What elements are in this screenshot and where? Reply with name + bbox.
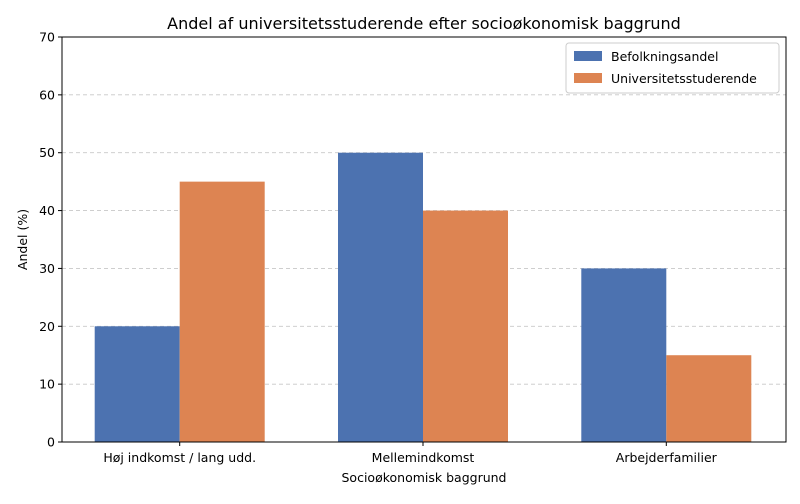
plot-frame [61,36,787,443]
x-tick-label: Høj indkomst / lang udd. [103,450,256,465]
x-tick-label: Arbejderfamilier [616,450,718,465]
y-tick-label: 50 [39,145,55,160]
legend-swatch [574,51,602,61]
legend-label: Universitetsstuderende [611,71,757,86]
legend-swatch [574,73,602,83]
y-axis-label: Andel (%) [15,209,30,270]
y-tick-label: 20 [39,319,55,334]
y-tick-label: 40 [39,203,55,218]
legend-box [565,42,780,94]
bar-universitetsstuderende [666,355,752,442]
y-tick-label: 70 [39,30,55,45]
bar-befolkningsandel [94,326,180,442]
y-tick-label: 60 [39,87,55,102]
bars [94,152,752,442]
y-tick-label: 0 [47,435,55,450]
y-tick-label: 10 [39,377,55,392]
y-tick-label: 30 [39,261,55,276]
bar-befolkningsandel [338,152,423,442]
chart-title: Andel af universitetsstuderende efter so… [167,14,681,33]
bar-universitetsstuderende [179,181,265,442]
bar-befolkningsandel [581,268,667,442]
bar-universitetsstuderende [423,210,508,442]
legend-label: Befolkningsandel [611,49,718,64]
x-tick-label: Mellemindkomst [372,450,475,465]
legend: Befolkningsandel Universitetsstuderende [565,42,780,94]
y-axis: 0 10 20 30 40 50 60 70 [39,30,62,450]
x-axis: Høj indkomst / lang udd. Mellemindkomst Ar… [103,442,718,465]
x-axis-label: Socioøkonomisk baggrund [342,470,507,485]
